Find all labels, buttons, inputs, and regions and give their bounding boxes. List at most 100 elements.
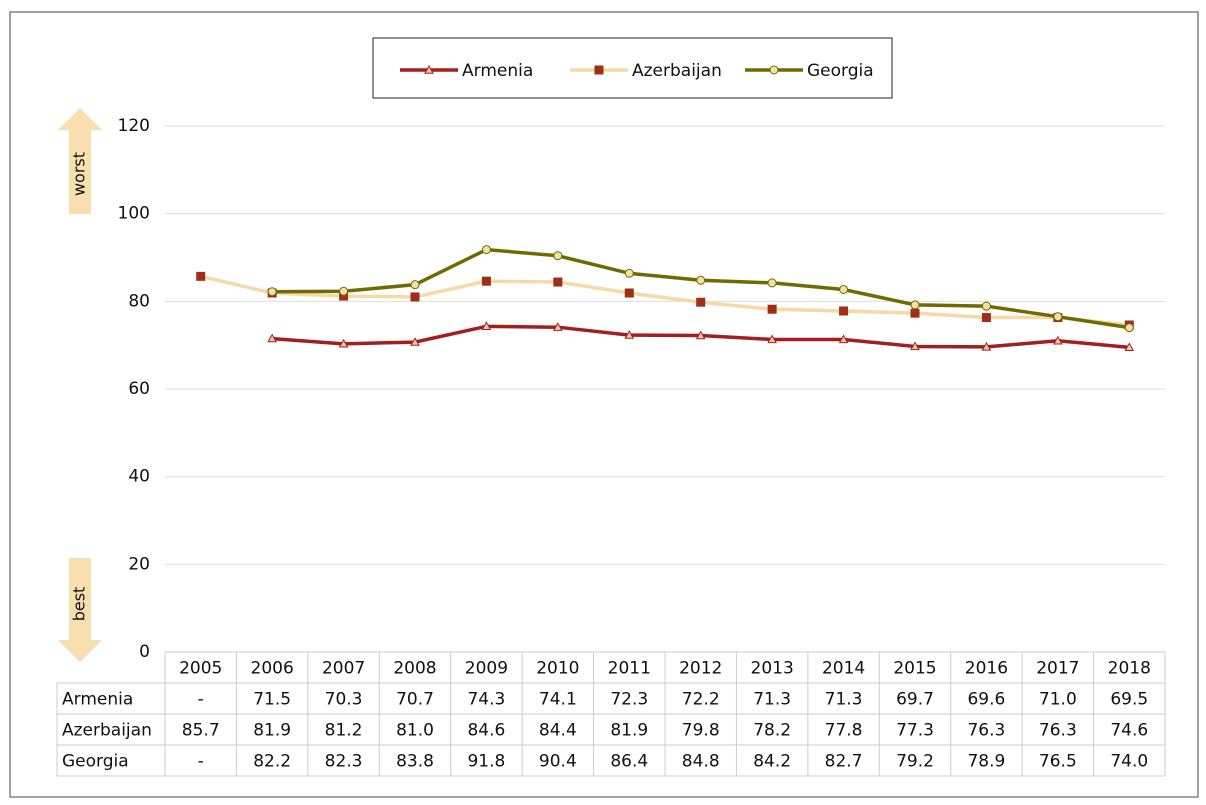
annotation: worst bbox=[70, 152, 89, 196]
table-cell: 72.3 bbox=[610, 690, 648, 710]
table-row-label: Armenia bbox=[62, 690, 133, 710]
table-cell: 76.5 bbox=[1039, 752, 1077, 772]
data-point bbox=[410, 337, 420, 346]
data-point bbox=[981, 301, 991, 311]
table-header: 2006 bbox=[251, 659, 294, 679]
table-cell: 69.6 bbox=[967, 690, 1005, 710]
table-row-label: Georgia bbox=[62, 752, 129, 772]
table-header: 2013 bbox=[751, 659, 794, 679]
data-point bbox=[695, 330, 706, 340]
data-point bbox=[553, 277, 563, 287]
data-point bbox=[1124, 323, 1134, 333]
data-point bbox=[839, 284, 849, 294]
table-cell: 71.5 bbox=[253, 690, 291, 710]
data-point bbox=[553, 251, 563, 261]
table-cell: 84.6 bbox=[467, 721, 505, 741]
y-tick-label: 0 bbox=[139, 642, 150, 662]
data-point bbox=[767, 334, 777, 344]
data-point bbox=[981, 313, 991, 323]
table-cell: 85.7 bbox=[182, 721, 220, 741]
table-cell: 81.0 bbox=[396, 721, 434, 741]
legend-label: Azerbaijan bbox=[632, 61, 722, 81]
table-cell: - bbox=[198, 752, 204, 772]
table-cell: 82.7 bbox=[825, 752, 863, 772]
data-point bbox=[196, 271, 206, 281]
table-cell: 74.0 bbox=[1110, 752, 1148, 772]
y-tick-label: 80 bbox=[128, 291, 150, 311]
y-tick-label: 20 bbox=[128, 554, 150, 574]
legend-label: Georgia bbox=[807, 61, 874, 81]
table-header: 2010 bbox=[536, 659, 579, 679]
table-cell: 84.4 bbox=[539, 721, 577, 741]
table-row-label: Azerbaijan bbox=[62, 721, 152, 741]
data-point bbox=[767, 278, 777, 288]
table-cell: 69.5 bbox=[1110, 690, 1148, 710]
y-tick-label: 40 bbox=[128, 467, 150, 487]
table-cell: 81.9 bbox=[253, 721, 291, 741]
data-point bbox=[624, 288, 634, 298]
table-header: 2005 bbox=[179, 659, 222, 679]
data-point bbox=[338, 338, 349, 348]
annotation: best bbox=[70, 587, 89, 622]
table-cell: 82.2 bbox=[253, 752, 291, 772]
table-header: 2012 bbox=[679, 659, 722, 679]
table-cell: 70.7 bbox=[396, 690, 434, 710]
series-line bbox=[200, 274, 1130, 327]
table-cell: 90.4 bbox=[539, 752, 577, 772]
table-cell: 91.8 bbox=[467, 752, 505, 772]
data-point bbox=[981, 341, 992, 351]
table-cell: 74.3 bbox=[467, 690, 505, 710]
table-cell: 69.7 bbox=[896, 690, 934, 710]
worst-arrow bbox=[58, 108, 102, 214]
data-point bbox=[339, 286, 349, 296]
data-point bbox=[839, 306, 849, 316]
data-point bbox=[1053, 312, 1063, 322]
data-point bbox=[410, 292, 420, 302]
data-point bbox=[481, 276, 491, 286]
y-tick-label: 100 bbox=[118, 204, 150, 224]
legend bbox=[372, 37, 893, 99]
data-point bbox=[1053, 335, 1063, 345]
y-tick-label: 60 bbox=[128, 379, 150, 399]
data-point bbox=[624, 330, 635, 339]
table-cell: 83.8 bbox=[396, 752, 434, 772]
table-cell: 81.9 bbox=[610, 721, 648, 741]
data-point bbox=[267, 333, 277, 343]
table-cell: 71.3 bbox=[753, 690, 791, 710]
data-point bbox=[267, 287, 277, 297]
data-point bbox=[624, 268, 634, 278]
data-point bbox=[910, 308, 920, 318]
table-header: 2009 bbox=[465, 659, 508, 679]
legend-marker bbox=[769, 65, 779, 75]
table-cell: 84.2 bbox=[753, 752, 791, 772]
data-point bbox=[910, 300, 920, 310]
best-arrow bbox=[58, 558, 102, 662]
data-point bbox=[553, 322, 563, 331]
table-cell: - bbox=[198, 690, 204, 710]
data-point bbox=[910, 341, 920, 351]
table-cell: 81.2 bbox=[325, 721, 363, 741]
legend-marker bbox=[594, 65, 604, 75]
table-header: 2017 bbox=[1036, 659, 1079, 679]
table-cell: 71.3 bbox=[825, 690, 863, 710]
data-point bbox=[696, 297, 706, 307]
data-point bbox=[767, 304, 777, 314]
table-cell: 77.3 bbox=[896, 721, 934, 741]
table-cell: 78.2 bbox=[753, 721, 791, 741]
table-header: 2015 bbox=[893, 659, 936, 679]
frame bbox=[9, 11, 1199, 798]
data-point bbox=[696, 275, 706, 285]
data-point bbox=[481, 321, 492, 331]
table-cell: 77.8 bbox=[825, 721, 863, 741]
table-cell: 86.4 bbox=[610, 752, 648, 772]
table-header: 2008 bbox=[393, 659, 436, 679]
table-cell: 76.3 bbox=[967, 721, 1005, 741]
table-header: 2018 bbox=[1108, 659, 1151, 679]
data-point bbox=[1124, 342, 1135, 352]
table-header: 2007 bbox=[322, 659, 365, 679]
table-cell: 82.3 bbox=[325, 752, 363, 772]
data-point bbox=[410, 280, 420, 290]
legend-label: Armenia bbox=[462, 61, 533, 81]
legend-marker bbox=[424, 64, 434, 74]
